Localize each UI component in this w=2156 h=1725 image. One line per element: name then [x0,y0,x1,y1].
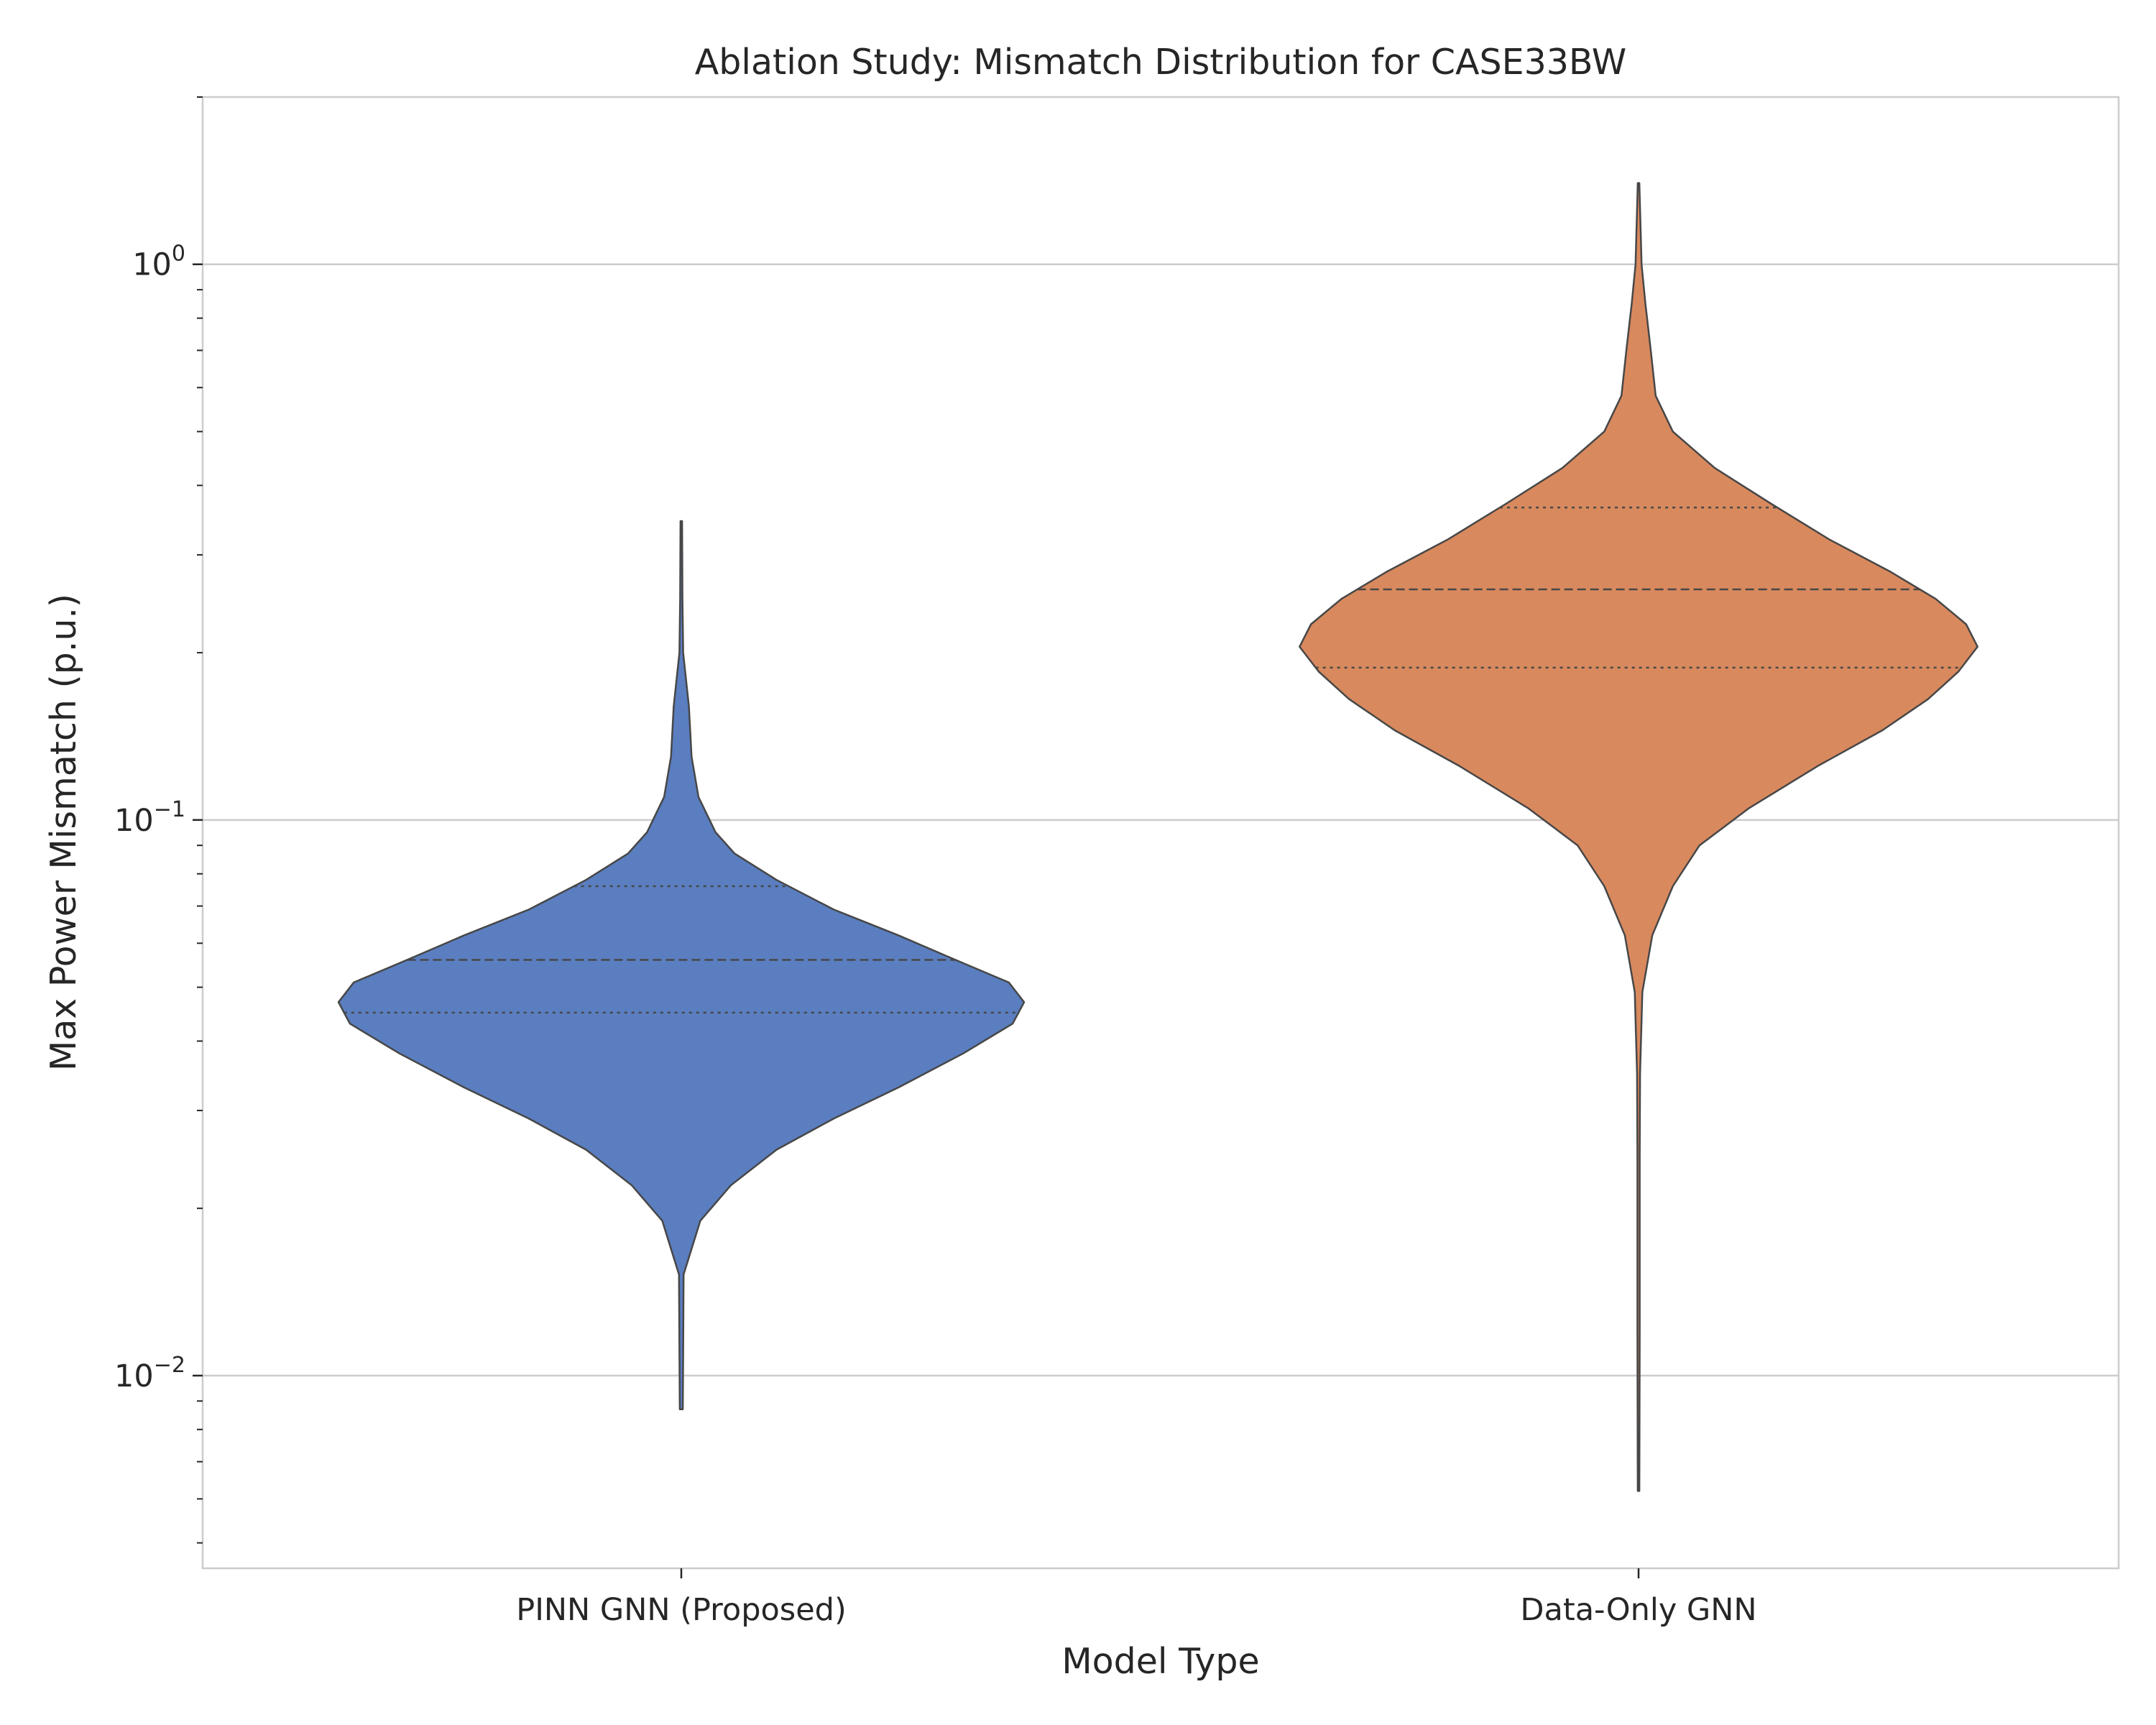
y-axis-ticks: 10−2 10−1 100 [114,96,203,1544]
violin-body [1299,182,1978,1492]
chart-title: Ablation Study: Mismatch Distribution fo… [695,42,1627,83]
x-axis-label: Model Type [1061,1641,1259,1682]
violin-body [337,520,1026,1410]
violins [337,182,1978,1492]
gridlines [203,263,2119,1377]
y-tick-label: 100 [132,242,185,283]
x-axis-ticks: PINN GNN (Proposed) Data-Only GNN [516,1568,1757,1628]
x-tick-label: Data-Only GNN [1520,1592,1756,1628]
x-tick-label: PINN GNN (Proposed) [516,1592,846,1628]
y-axis-label: Max Power Mismatch (p.u.) [43,594,84,1071]
plot-frame [201,96,2120,1570]
y-tick-label: 10−1 [114,797,185,839]
y-tick-label: 10−2 [114,1353,185,1394]
